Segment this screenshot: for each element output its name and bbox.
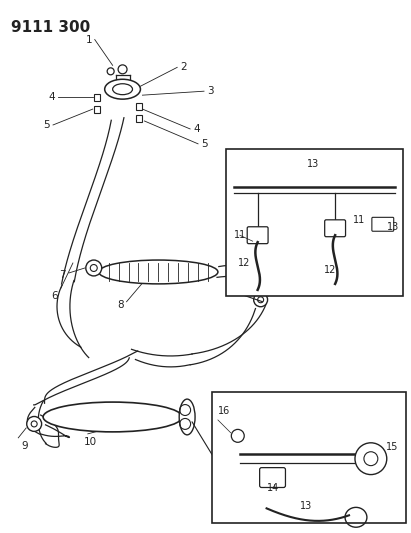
Text: 4: 4 [48,92,55,102]
Text: 2: 2 [180,62,187,72]
Text: 16: 16 [218,406,230,416]
Circle shape [355,443,387,474]
Text: 12: 12 [238,258,250,268]
Bar [94,94,100,101]
Text: 9111 300: 9111 300 [12,20,90,35]
Ellipse shape [99,260,218,284]
Text: 12: 12 [324,265,336,275]
FancyBboxPatch shape [325,220,346,237]
Text: 10: 10 [84,437,97,447]
FancyBboxPatch shape [372,217,394,231]
Bar [226,149,403,296]
Text: 8: 8 [117,300,124,310]
Circle shape [254,293,268,306]
Text: 15: 15 [386,442,398,452]
Bar [136,115,143,122]
FancyBboxPatch shape [247,227,268,244]
Text: 11: 11 [233,230,246,240]
Text: 13: 13 [300,502,312,511]
Bar [212,392,406,523]
Text: 7: 7 [59,270,66,280]
FancyBboxPatch shape [260,467,286,488]
Text: 11: 11 [353,215,365,225]
Text: 5: 5 [201,139,208,149]
Ellipse shape [43,402,182,432]
Circle shape [231,430,244,442]
Circle shape [86,260,102,276]
Text: 14: 14 [268,483,279,494]
Text: 4: 4 [193,124,200,134]
Circle shape [27,416,42,431]
Text: 6: 6 [51,291,58,301]
Text: 3: 3 [207,86,214,96]
Bar [136,103,143,110]
Text: 1: 1 [86,35,93,45]
Text: 13: 13 [387,222,399,232]
Text: 9: 9 [21,441,28,451]
Text: 13: 13 [307,159,319,168]
Text: 5: 5 [44,120,50,130]
Bar [94,106,100,113]
Ellipse shape [179,399,195,435]
